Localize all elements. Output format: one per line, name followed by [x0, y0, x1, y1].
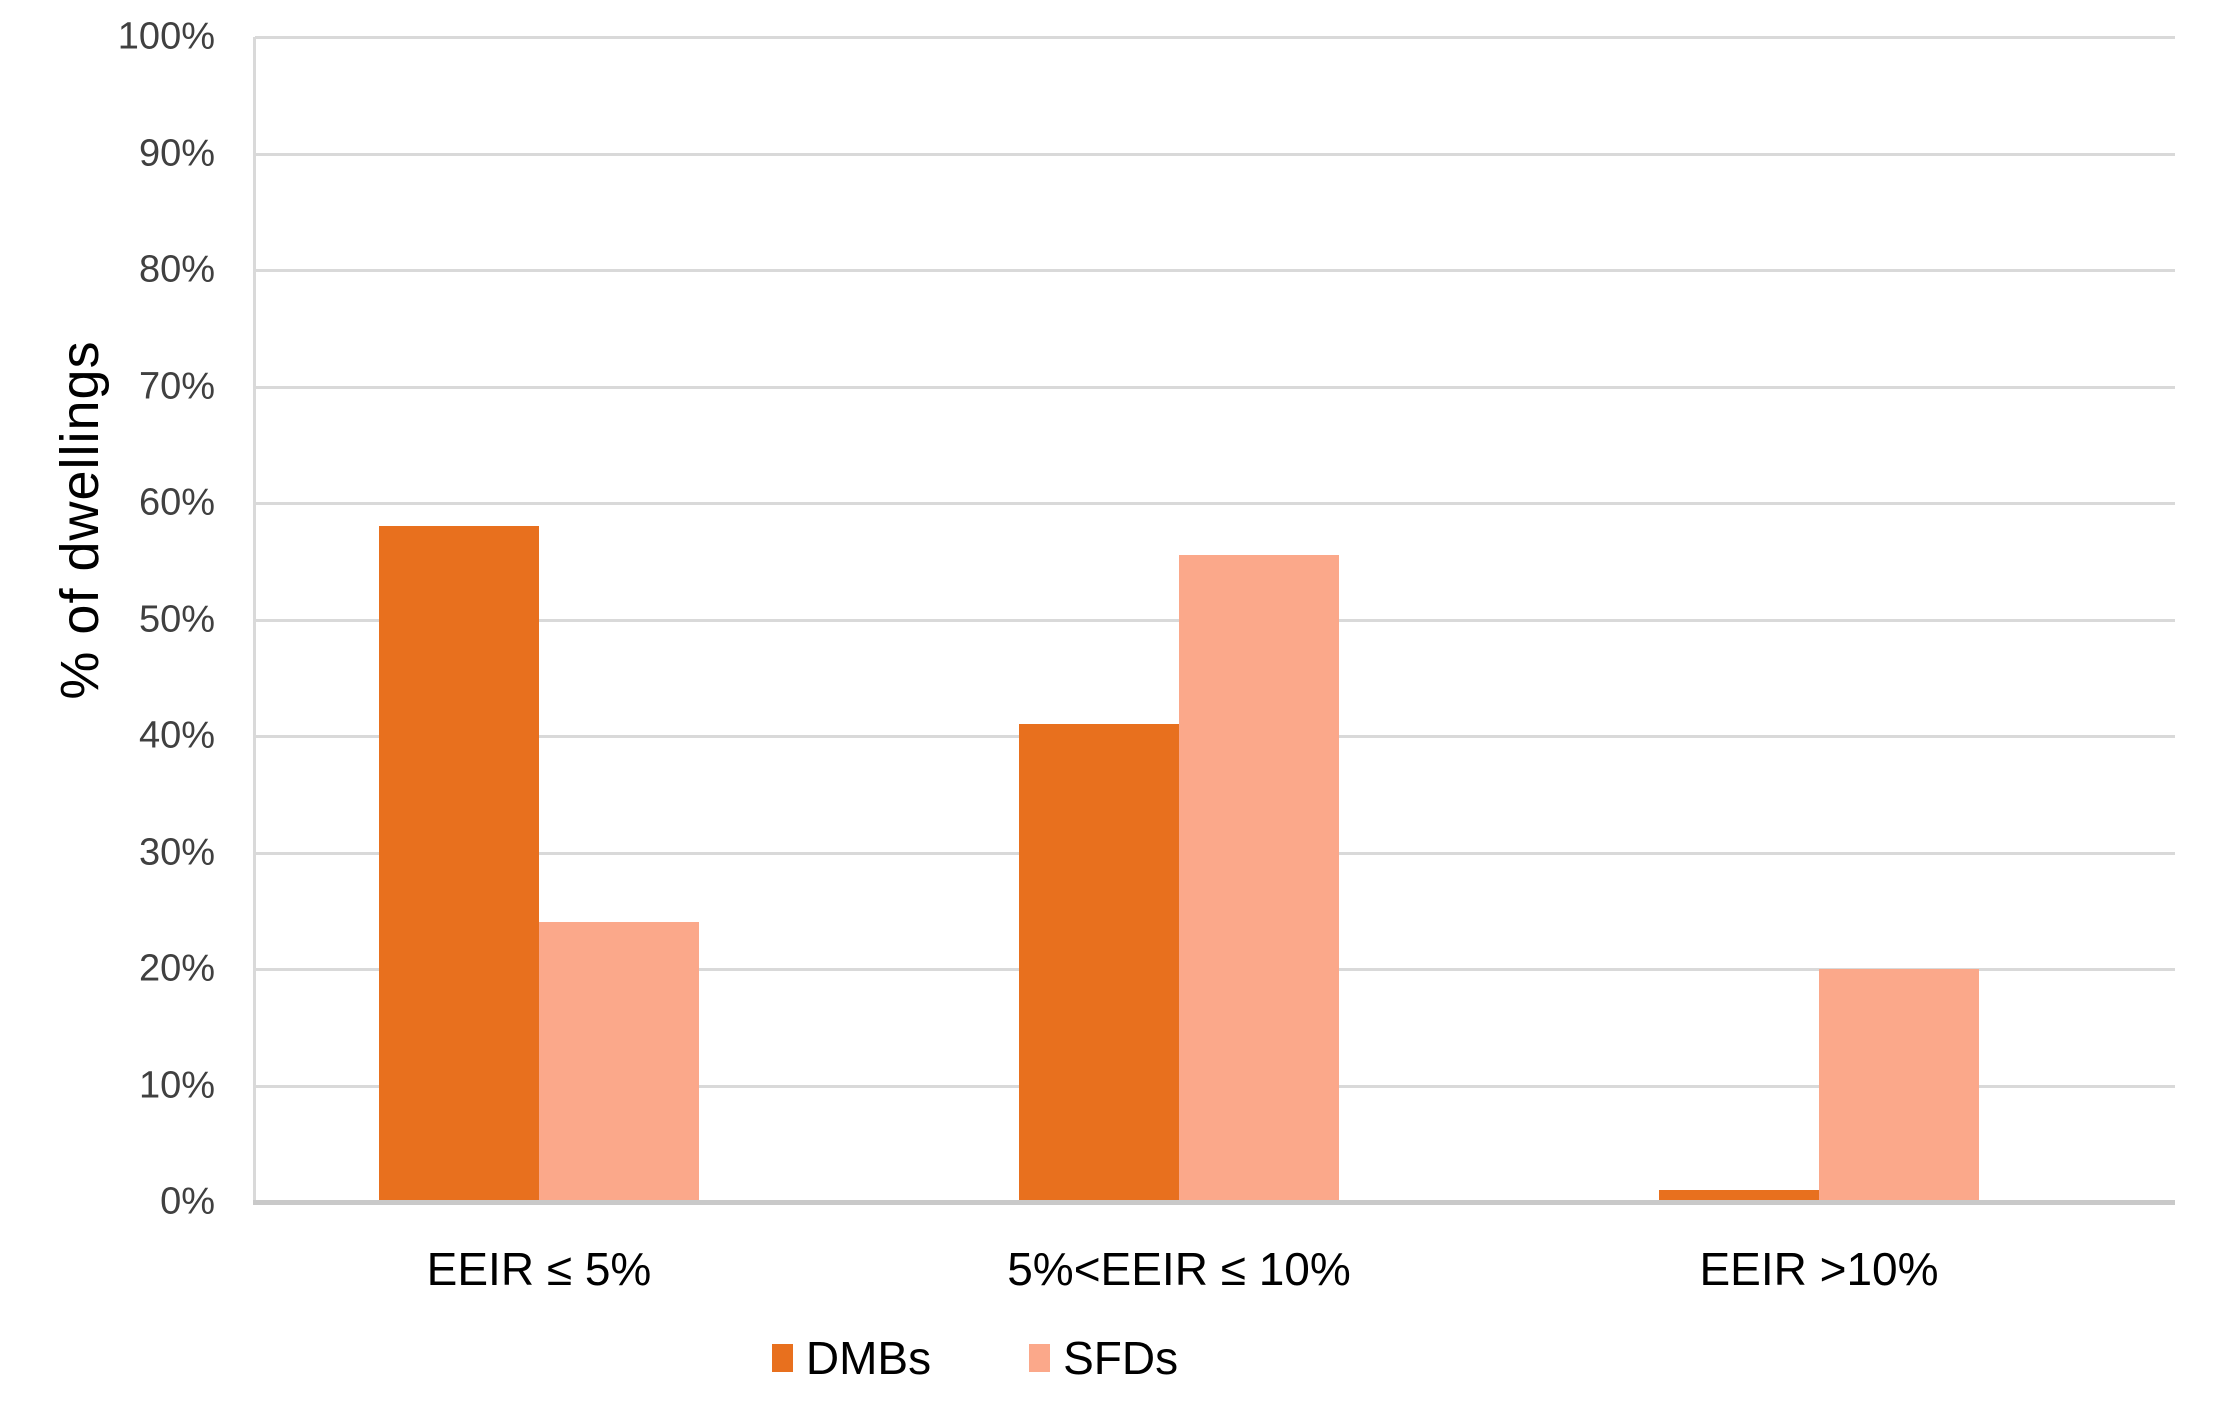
bar-sfds-0: [539, 922, 699, 1202]
y-axis-line: [253, 37, 256, 1204]
y-tick-label: 30%: [138, 831, 215, 873]
y-tick-label: 10%: [138, 1064, 215, 1106]
bar-dmbs-0: [379, 526, 539, 1202]
y-tick-label: 60%: [138, 481, 215, 524]
x-axis-line: [253, 1200, 2175, 1205]
gridline: [255, 152, 2175, 156]
y-tick-label: 90%: [138, 132, 215, 174]
x-category-label: EEIR >10%: [1699, 1243, 1939, 1295]
x-category-label: 5%<EEIR ≤ 10%: [1007, 1243, 1351, 1295]
gridline: [255, 269, 2175, 272]
y-tick-label: 80%: [138, 248, 215, 291]
bar-sfds-1: [1179, 555, 1339, 1202]
x-category-label: EEIR ≤ 5%: [426, 1243, 652, 1295]
gridline: [255, 385, 2175, 389]
y-tick-label: 40%: [138, 714, 215, 757]
bar-dmbs-1: [1019, 724, 1179, 1202]
legend-swatch-sfds: [1029, 1344, 1051, 1372]
y-tick-label: 20%: [138, 947, 215, 990]
bar-dmbs-2: [1659, 1190, 1819, 1202]
legend: DMBs SFDs: [0, 1326, 1950, 1390]
legend-item-dmbs: DMBs: [771, 1331, 932, 1385]
legend-item-sfds: SFDs: [1029, 1331, 1178, 1385]
y-tick-label: 100%: [117, 15, 215, 58]
y-tick-label: 70%: [138, 365, 215, 407]
legend-label: SFDs: [1063, 1332, 1179, 1384]
gridline: [255, 502, 2175, 505]
y-tick-label: 50%: [138, 598, 215, 640]
legend-swatch-dmbs: [771, 1344, 793, 1372]
y-tick-label: 0%: [160, 1180, 215, 1223]
legend-label: DMBs: [805, 1332, 932, 1384]
gridline: [255, 36, 2175, 39]
bar-sfds-2: [1819, 969, 1979, 1202]
